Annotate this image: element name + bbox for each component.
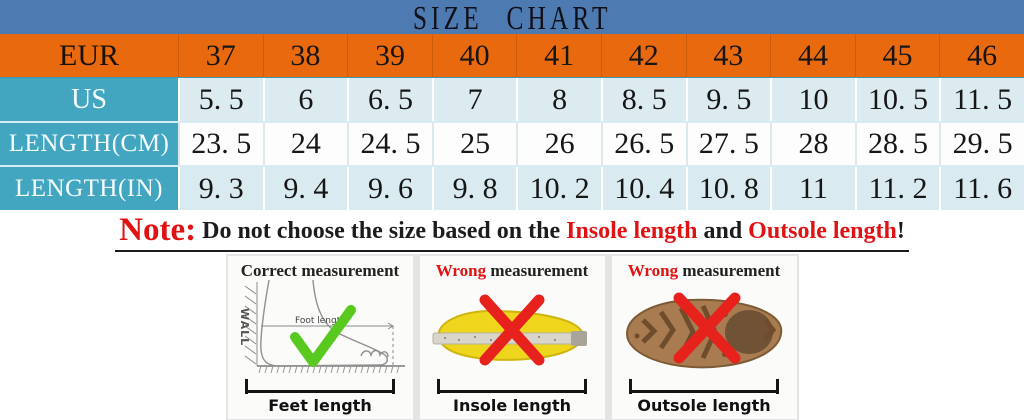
table-cell-length-cm-3: 25 — [431, 123, 517, 165]
table-cell-length-in-0: 9. 3 — [178, 167, 263, 210]
table-cell-length-cm-1: 24 — [262, 123, 348, 165]
table-cell-length-cm-9: 29. 5 — [939, 123, 1024, 165]
table-cell-us-2: 6. 5 — [347, 78, 432, 121]
table-cell-length-in-6: 10. 8 — [685, 167, 771, 210]
note-label: Note: — [119, 212, 197, 248]
panel-title-black: Correct measurement — [240, 261, 400, 280]
panels-strip: Correct measurement WALL — [225, 254, 799, 420]
table-cell-eur-9: 46 — [939, 34, 1024, 77]
measurement-panels: Correct measurement WALL — [0, 254, 1024, 420]
cross-icon — [479, 294, 544, 366]
table-cell-length-in-5: 10. 4 — [600, 167, 686, 210]
table-cell-us-7: 10 — [770, 78, 855, 121]
panel-title-black: measurement — [678, 261, 781, 280]
foot-outline — [259, 280, 389, 367]
table-cell-length-in-7: 11 — [770, 167, 855, 210]
outsole-illustration — [625, 292, 782, 369]
table-cell-eur-4: 41 — [516, 34, 601, 77]
table-cell-eur-6: 43 — [685, 34, 771, 77]
page-title: SIZE CHART — [412, 0, 612, 36]
table-cell-us-9: 11. 5 — [939, 78, 1024, 121]
panel-bottom-label: Outsole length — [637, 396, 771, 415]
table-cell-length-cm-6: 27. 5 — [685, 123, 771, 165]
foot-measurement-illustration: WALL — [238, 280, 405, 374]
foot-length-inner-label: Foot length — [295, 316, 346, 326]
panel-title: Wrong measurement — [628, 261, 781, 280]
note-part1: Do not choose the size based on the — [202, 218, 567, 244]
table-cell-us-1: 6 — [262, 78, 348, 121]
note-text: Note: Do not choose the size based on the… — [115, 212, 909, 252]
panel-correct-measurement: Correct measurement WALL — [227, 256, 413, 419]
note-exclamation: ! — [896, 218, 905, 244]
wall-label: WALL — [238, 308, 251, 346]
measure-bracket — [437, 379, 587, 394]
table-cell-us-5: 8. 5 — [600, 78, 686, 121]
panel-title: Wrong measurement — [436, 261, 589, 280]
panel-bottom-label: Insole length — [453, 396, 571, 415]
table-row-length-cm: LENGTH(CM) 23. 5 24 24. 5 25 26 26. 5 27. 5 28 28… — [0, 121, 1024, 165]
row-header-length-in: LENGTH(IN) — [14, 174, 163, 202]
table-cell-length-cm-0: 23. 5 — [178, 123, 263, 165]
table-row-us: US 5. 5 6 6. 5 7 8 8. 5 9. 5 10 10. 5 11. 5 — [0, 77, 1024, 121]
size-table: EUR 37 38 39 40 41 42 43 44 45 46 US 5. 5 6 6. 5 7 8 8. 5… — [0, 34, 1024, 210]
table-cell-length-cm-8: 28. 5 — [854, 123, 940, 165]
table-cell-length-cm-2: 24. 5 — [347, 123, 432, 165]
panel-title-red: Wrong — [627, 261, 679, 280]
panel-title-black: measurement — [486, 261, 589, 280]
measure-bracket — [629, 379, 779, 394]
table-cell-eur-2: 39 — [347, 34, 432, 77]
table-cell-eur-8: 45 — [854, 34, 940, 77]
table-cell-length-cm-5: 26. 5 — [600, 123, 686, 165]
note-row: Note: Do not choose the size based on the… — [0, 210, 1024, 254]
table-cell-eur-3: 40 — [431, 34, 517, 77]
table-cell-eur-0: 37 — [178, 34, 263, 77]
panel-title: Correct measurement — [241, 261, 399, 280]
panel-title-red: Wrong — [435, 261, 487, 280]
table-cell-us-0: 5. 5 — [178, 78, 263, 121]
table-cell-eur-1: 38 — [262, 34, 348, 77]
row-header-us: US — [71, 83, 107, 115]
note-part2: and — [697, 218, 749, 244]
table-cell-us-6: 9. 5 — [685, 78, 771, 121]
check-icon — [289, 305, 356, 367]
note-insole-length: Insole length — [566, 218, 698, 244]
cross-icon — [673, 292, 740, 364]
insole-illustration — [432, 294, 587, 366]
table-cell-eur-5: 42 — [600, 34, 686, 77]
table-cell-length-cm-7: 28 — [770, 123, 855, 165]
measure-bracket — [245, 379, 395, 394]
table-cell-length-cm-4: 26 — [516, 123, 601, 165]
panel-wrong-outsole: Wrong measurement — [611, 256, 797, 419]
table-cell-length-in-4: 10. 2 — [516, 167, 601, 210]
row-header-length-cm: LENGTH(CM) — [8, 130, 170, 157]
row-header-eur: EUR — [59, 38, 119, 72]
table-cell-length-in-3: 9. 8 — [431, 167, 517, 210]
table-cell-length-in-1: 9. 4 — [262, 167, 348, 210]
table-row-length-in: LENGTH(IN) 9. 3 9. 4 9. 6 9. 8 10. 2 10. 4 10. … — [0, 165, 1024, 210]
table-cell-length-in-9: 11. 6 — [939, 167, 1024, 210]
table-cell-us-8: 10. 5 — [854, 78, 940, 121]
panel-bottom-label: Feet length — [268, 396, 372, 415]
table-cell-length-in-8: 11. 2 — [854, 167, 940, 210]
table-row-eur: EUR 37 38 39 40 41 42 43 44 45 46 — [0, 34, 1024, 77]
title-bar: SIZE CHART — [0, 0, 1024, 34]
panel-wrong-insole: Wrong measurement Insol — [419, 256, 605, 419]
table-cell-us-3: 7 — [431, 78, 517, 121]
table-cell-length-in-2: 9. 6 — [347, 167, 432, 210]
table-cell-us-4: 8 — [516, 78, 601, 121]
table-cell-eur-7: 44 — [770, 34, 855, 77]
note-outsole-length: Outsole length — [748, 218, 897, 244]
